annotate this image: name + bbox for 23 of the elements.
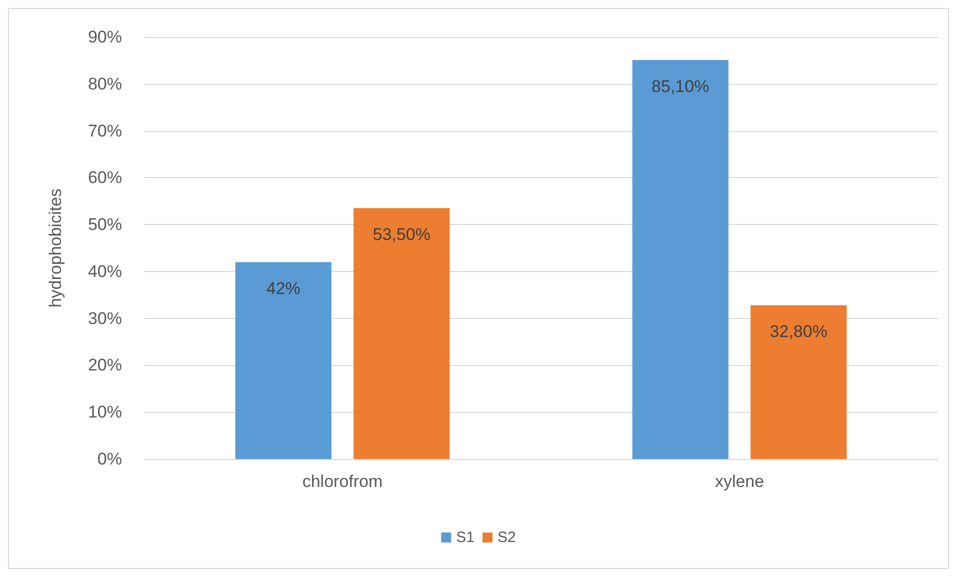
bar: [354, 208, 450, 459]
y-axis-title: hydrophobicites: [46, 188, 65, 308]
y-tick-label: 10%: [88, 402, 122, 422]
y-tick-label: 20%: [88, 356, 122, 375]
bar: [235, 262, 332, 459]
y-tick-label: 0%: [97, 450, 122, 468]
y-tick-label: 70%: [88, 121, 122, 140]
x-tick-label: xylene: [714, 472, 764, 491]
x-tick-label: chlorofrom: [302, 472, 383, 491]
y-tick-label: 40%: [88, 262, 122, 281]
data-label: 85,10%: [652, 76, 710, 96]
bar: [750, 305, 847, 459]
data-label: 53,50%: [372, 225, 430, 244]
y-tick-label: 80%: [88, 74, 122, 94]
legend-label: S2: [498, 529, 516, 546]
y-tick-label: 30%: [88, 308, 122, 328]
data-label: 32,80%: [770, 322, 828, 342]
bar: [632, 60, 728, 459]
y-tick-label: 60%: [88, 168, 122, 188]
data-label: 42%: [266, 279, 300, 298]
legend-label: S1: [456, 529, 475, 546]
y-tick-label: 50%: [88, 215, 122, 234]
y-tick-label: 90%: [88, 28, 122, 46]
